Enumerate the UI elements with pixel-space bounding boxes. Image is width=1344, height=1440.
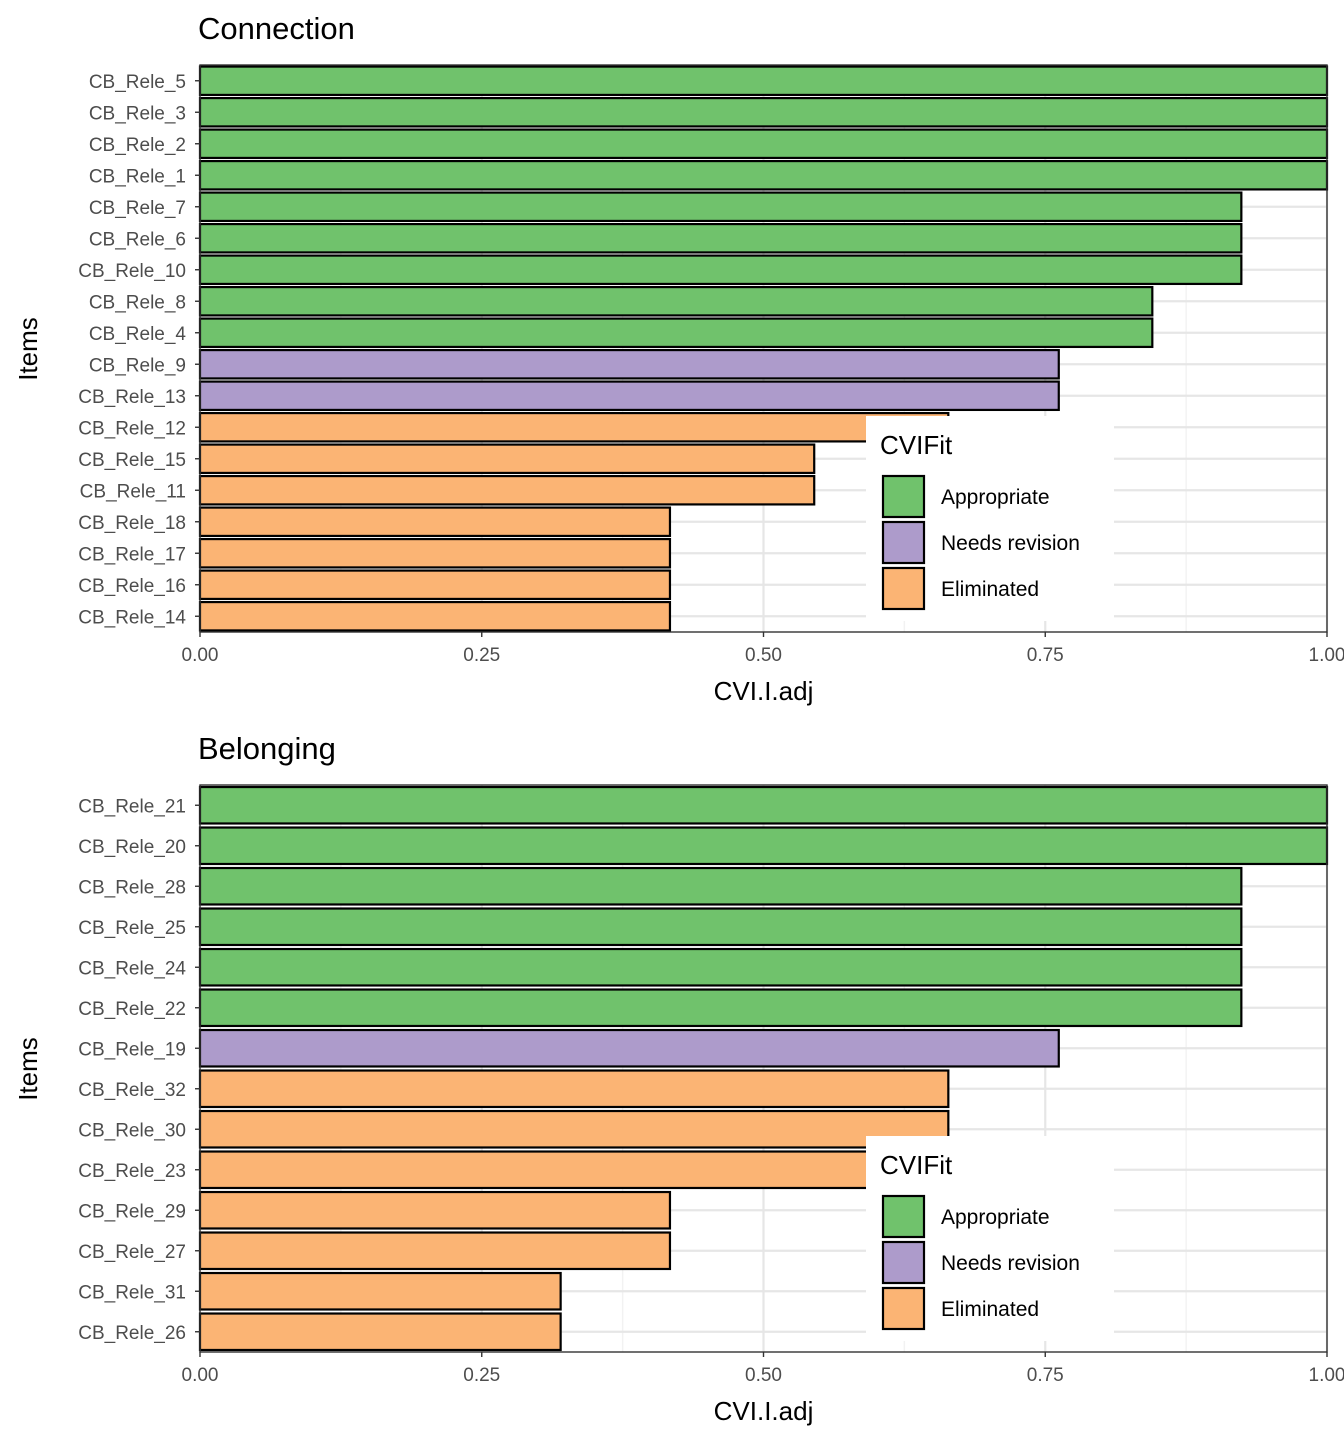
y-tick-label: CB_Rele_28 xyxy=(78,877,186,898)
legend-key-needs-revision xyxy=(881,1240,926,1285)
chart-title: Belonging xyxy=(198,731,336,766)
bar-cb-rele-11 xyxy=(198,474,816,506)
bar-cb-rele-9 xyxy=(198,348,1060,380)
legend-title: CVIFit xyxy=(880,1150,953,1180)
bar-cb-rele-6 xyxy=(198,222,1243,254)
y-tick-label: CB_Rele_22 xyxy=(78,999,186,1020)
legend-label: Needs revision xyxy=(941,1252,1080,1275)
bar-cb-rele-17 xyxy=(198,537,672,569)
y-axis-label: Items xyxy=(13,317,43,381)
y-tick-label: CB_Rele_29 xyxy=(78,1201,186,1222)
y-tick-label: CB_Rele_30 xyxy=(78,1120,186,1141)
y-tick-label: CB_Rele_23 xyxy=(78,1161,186,1182)
y-tick-label: CB_Rele_16 xyxy=(78,576,186,597)
bar-cb-rele-30 xyxy=(198,1109,950,1149)
x-tick-label: 0.25 xyxy=(463,645,500,666)
y-tick-label: CB_Rele_26 xyxy=(78,1323,186,1344)
x-tick-label: 0.00 xyxy=(182,645,219,666)
bar-cb-rele-21 xyxy=(198,785,1329,825)
legend-key-eliminated xyxy=(881,566,926,611)
x-tick-label: 0.00 xyxy=(182,1365,219,1386)
y-tick-label: CB_Rele_24 xyxy=(78,958,186,979)
y-tick-label: CB_Rele_14 xyxy=(78,607,186,628)
bar-cb-rele-27 xyxy=(198,1231,672,1271)
y-tick-label: CB_Rele_7 xyxy=(89,198,186,219)
bar-cb-rele-14 xyxy=(198,600,672,632)
y-axis-label: Items xyxy=(13,1037,43,1101)
bar-cb-rele-4 xyxy=(198,317,1154,349)
bar-cb-rele-26 xyxy=(198,1312,562,1352)
legend: CVIFit Appropriate Needs revision Eliminate… xyxy=(866,1136,1114,1341)
y-tick-label: CB_Rele_6 xyxy=(89,229,186,250)
legend-label: Appropriate xyxy=(941,1206,1050,1229)
y-tick-label: CB_Rele_10 xyxy=(78,261,186,282)
x-tick-label: 1.00 xyxy=(1309,645,1344,666)
y-tick-label: CB_Rele_25 xyxy=(78,918,186,939)
legend: CVIFit Appropriate Needs revision Eliminate… xyxy=(866,416,1114,621)
y-tick-label: CB_Rele_9 xyxy=(89,355,186,376)
legend-key-eliminated xyxy=(881,1286,926,1331)
bar-cb-rele-7 xyxy=(198,191,1243,223)
y-tick-label: CB_Rele_15 xyxy=(78,450,186,471)
y-tick-label: CB_Rele_12 xyxy=(78,418,186,439)
legend-key-appropriate xyxy=(881,1194,926,1239)
x-axis-label: CVI.I.adj xyxy=(714,1396,814,1426)
x-axis-label: CVI.I.adj xyxy=(714,676,814,706)
legend-label: Appropriate xyxy=(941,486,1050,509)
legend-label: Eliminated xyxy=(941,578,1039,601)
legend-key-appropriate xyxy=(881,474,926,519)
y-tick-label: CB_Rele_18 xyxy=(78,513,186,534)
y-tick-label: CB_Rele_13 xyxy=(78,387,186,408)
y-tick-label: CB_Rele_1 xyxy=(89,166,186,187)
y-tick-label: CB_Rele_27 xyxy=(78,1242,186,1263)
x-tick-label: 0.50 xyxy=(745,645,782,666)
chart-title: Connection xyxy=(198,11,355,46)
legend-label: Needs revision xyxy=(941,532,1080,555)
bar-cb-rele-24 xyxy=(198,947,1243,987)
bar-cb-rele-1 xyxy=(198,159,1329,191)
bar-cb-rele-8 xyxy=(198,285,1154,317)
y-tick-label: CB_Rele_8 xyxy=(89,292,186,313)
bar-cb-rele-25 xyxy=(198,907,1243,947)
bar-cb-rele-20 xyxy=(198,826,1329,866)
bar-cb-rele-31 xyxy=(198,1271,562,1311)
bar-cb-rele-2 xyxy=(198,128,1329,160)
y-tick-label: CB_Rele_21 xyxy=(78,796,186,817)
x-tick-label: 0.25 xyxy=(463,1365,500,1386)
bar-cb-rele-32 xyxy=(198,1069,950,1109)
y-tick-label: CB_Rele_32 xyxy=(78,1080,186,1101)
bar-cb-rele-12 xyxy=(198,411,950,443)
x-tick-label: 0.75 xyxy=(1027,645,1064,666)
x-tick-label: 1.00 xyxy=(1309,1365,1344,1386)
bar-cb-rele-29 xyxy=(198,1190,672,1230)
bar-cb-rele-28 xyxy=(198,866,1243,906)
x-tick-label: 0.50 xyxy=(745,1365,782,1386)
y-tick-label: CB_Rele_11 xyxy=(80,481,186,502)
legend-title: CVIFit xyxy=(880,430,953,460)
bar-cb-rele-15 xyxy=(198,443,816,475)
bar-cb-rele-23 xyxy=(198,1150,950,1190)
legend-label: Eliminated xyxy=(941,1298,1039,1321)
x-tick-label: 0.75 xyxy=(1027,1365,1064,1386)
y-tick-label: CB_Rele_2 xyxy=(89,135,186,156)
bar-cb-rele-16 xyxy=(198,569,672,601)
y-tick-label: CB_Rele_4 xyxy=(89,324,187,345)
bar-cb-rele-13 xyxy=(198,380,1060,412)
bar-cb-rele-3 xyxy=(198,96,1329,128)
y-tick-label: CB_Rele_19 xyxy=(78,1039,186,1060)
y-tick-label: CB_Rele_20 xyxy=(78,837,186,858)
bar-cb-rele-19 xyxy=(198,1028,1060,1068)
legend-key-needs-revision xyxy=(881,520,926,565)
y-tick-label: CB_Rele_3 xyxy=(89,103,186,124)
y-tick-label: CB_Rele_31 xyxy=(78,1282,186,1303)
bar-cb-rele-5 xyxy=(198,65,1329,97)
y-tick-label: CB_Rele_5 xyxy=(89,72,186,93)
bar-cb-rele-10 xyxy=(198,254,1243,286)
y-tick-label: CB_Rele_17 xyxy=(78,544,186,565)
chart-panel-connection: CB_Rele_5 CB_Rele_3 CB_Rele_2 CB_Rele_1 CB_R… xyxy=(13,11,1344,706)
bar-cb-rele-22 xyxy=(198,988,1243,1028)
bar-cb-rele-18 xyxy=(198,506,672,538)
chart-panel-belonging: CB_Rele_21 CB_Rele_20 CB_Rele_28 CB_Rele_25… xyxy=(13,731,1344,1426)
